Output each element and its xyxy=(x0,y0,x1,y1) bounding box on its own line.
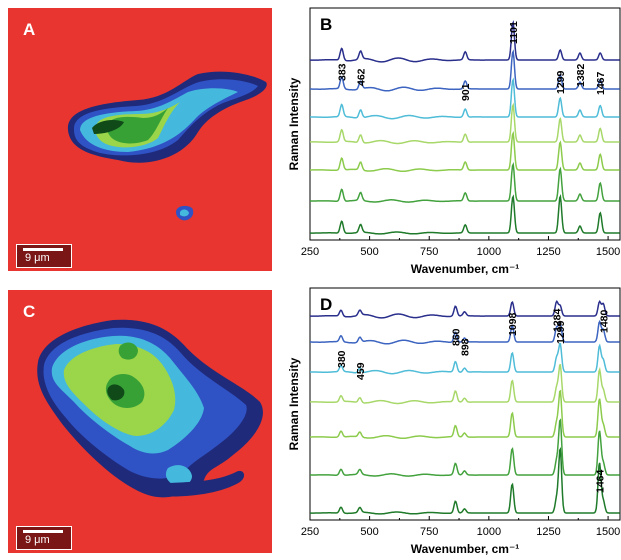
x-tick-label: 1000 xyxy=(477,246,501,258)
x-tick-label: 1250 xyxy=(536,246,560,258)
peak-label: 1464 xyxy=(594,469,606,493)
x-axis-label: Wavenumber, cm⁻¹ xyxy=(411,542,520,556)
plot-frame xyxy=(309,287,621,521)
x-tick-label: 1500 xyxy=(596,526,620,538)
scale-bar-label: 9 μm xyxy=(25,252,50,264)
plot-frame xyxy=(309,7,621,241)
peak-label: 1480 xyxy=(598,309,610,333)
scale-bar-label: 9 μm xyxy=(25,534,50,546)
peak-label: 1467 xyxy=(595,71,607,95)
spectrum-line xyxy=(310,162,620,203)
raman-spectra-chart-b: B 250 500 750 1000 1250 1500 Wavenumber, cm⁻¹ Ra… xyxy=(287,7,621,276)
spectrum-line xyxy=(310,49,620,92)
peak-label: 1098 xyxy=(507,312,519,336)
y-axis-label: Raman Intensity xyxy=(287,357,301,450)
peak-label: 459 xyxy=(355,362,367,380)
scale-bar-c: 9 μm xyxy=(16,526,72,550)
x-axis-label: Wavenumber, cm⁻¹ xyxy=(411,262,520,276)
raman-spectra-chart-d: D 250 500 750 1000 1250 1500 Wavenumber, cm⁻¹ Ra… xyxy=(287,287,621,556)
scale-bar-line xyxy=(23,248,63,251)
x-tick-label: 1250 xyxy=(536,526,560,538)
x-tick-label: 1000 xyxy=(477,526,501,538)
panel-letter: D xyxy=(320,295,332,314)
x-tick-label: 500 xyxy=(360,526,378,538)
x-tick-label: 750 xyxy=(420,246,438,258)
spectrum-line xyxy=(310,389,620,440)
spectra-series xyxy=(310,20,620,235)
spectrum-line xyxy=(310,194,620,235)
scale-bar-a: 9 μm xyxy=(16,244,72,268)
spectrum-line xyxy=(310,342,620,375)
spectrum-line xyxy=(310,364,620,405)
peak-label: 462 xyxy=(356,68,368,86)
y-axis-label: Raman Intensity xyxy=(287,77,301,170)
raman-map-a: A 9 μm xyxy=(8,8,272,271)
spectrum-line xyxy=(310,102,620,145)
peak-label: 860 xyxy=(450,328,462,346)
spectrum-line xyxy=(310,418,620,477)
panel-letter-a: A xyxy=(23,20,36,39)
spectra-series xyxy=(310,299,620,515)
panel-letter-c: C xyxy=(23,302,36,321)
peak-label: 383 xyxy=(337,63,349,81)
peak-label: 380 xyxy=(336,350,348,368)
peak-label: 1299 xyxy=(555,70,567,94)
x-tick-label: 250 xyxy=(301,526,319,538)
cell-map-a-image xyxy=(67,71,267,221)
spectrum-line xyxy=(310,130,620,173)
x-tick-label: 500 xyxy=(360,246,378,258)
peak-label: 898 xyxy=(460,338,472,356)
spectrum-line xyxy=(310,446,620,515)
cell-c-blobs xyxy=(37,319,263,498)
x-tick-label: 250 xyxy=(301,246,319,258)
x-tick-label: 750 xyxy=(420,526,438,538)
peak-label: 1101 xyxy=(508,21,520,44)
peak-label: 1284 xyxy=(552,308,564,332)
scale-bar-line xyxy=(23,530,63,533)
peak-label: 901 xyxy=(460,83,472,101)
cell-map-c-image xyxy=(37,319,263,498)
cell-a-blobs xyxy=(67,71,267,221)
spectrum-line xyxy=(310,299,620,319)
x-tick-label: 1500 xyxy=(596,246,620,258)
peak-label: 1299 xyxy=(555,320,567,344)
spectrum-line xyxy=(310,77,620,120)
spectrum-line xyxy=(310,319,620,345)
spectrum-line xyxy=(310,20,620,63)
peak-label: 1382 xyxy=(575,63,587,87)
raman-map-c: C 9 μm xyxy=(8,290,272,553)
panel-letter: B xyxy=(320,15,332,34)
